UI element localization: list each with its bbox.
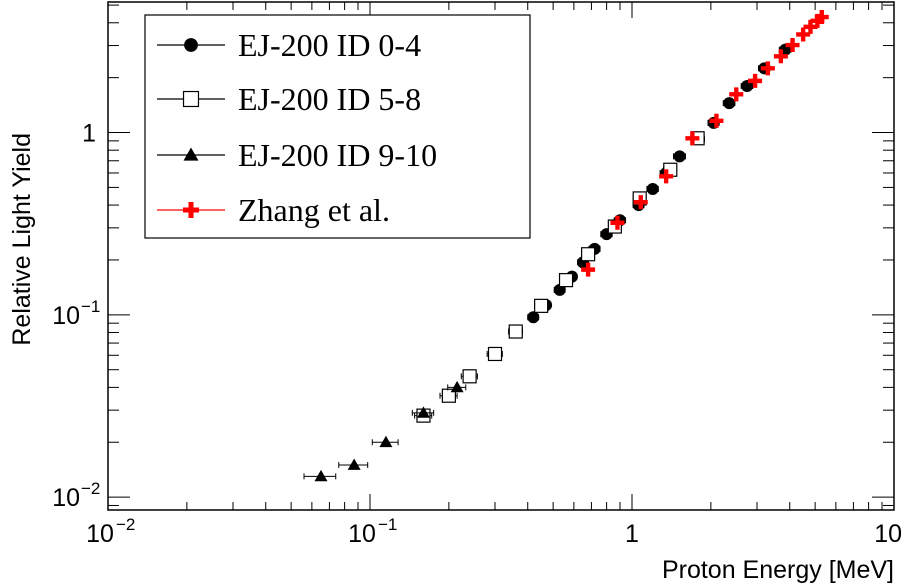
series-red-cross bbox=[581, 10, 829, 277]
x-tick-label: 10 bbox=[874, 520, 902, 548]
y-axis-title: Relative Light Yield bbox=[8, 133, 36, 346]
y-tick-label: 1 bbox=[82, 120, 96, 148]
x-tick-label-base: 1 bbox=[625, 520, 639, 548]
data-point bbox=[314, 469, 328, 482]
legend-label: Zhang et al. bbox=[238, 192, 390, 228]
data-point bbox=[416, 406, 430, 418]
data-point bbox=[462, 369, 477, 384]
legend-entry: EJ-200 ID 9-10 bbox=[157, 137, 437, 173]
data-point bbox=[441, 388, 456, 403]
data-point bbox=[508, 324, 523, 339]
y-tick-label-base: 1 bbox=[82, 120, 96, 148]
legend-label: EJ-200 ID 5-8 bbox=[238, 81, 421, 117]
data-point bbox=[785, 38, 800, 53]
data-point bbox=[379, 435, 393, 448]
data-point bbox=[558, 273, 574, 288]
x-tick-label: 10 −2 bbox=[86, 515, 135, 548]
data-point bbox=[803, 19, 818, 34]
x-tick-label: 10 −1 bbox=[348, 515, 397, 548]
data-point bbox=[709, 113, 724, 128]
legend-entry: EJ-200 ID 0-4 bbox=[157, 27, 421, 63]
data-point bbox=[814, 10, 829, 25]
data-point bbox=[685, 131, 700, 146]
data-point bbox=[773, 49, 788, 64]
legend-label: EJ-200 ID 0-4 bbox=[238, 27, 421, 63]
data-point bbox=[633, 195, 648, 210]
legend-entry: Zhang et al. bbox=[157, 192, 390, 228]
x-tick-label-exp: −1 bbox=[378, 515, 397, 534]
axis-ticks bbox=[107, 2, 895, 510]
x-tick-label-base: 10 bbox=[348, 520, 376, 548]
legend: EJ-200 ID 0-4 EJ-200 ID 5-8 EJ-200 ID 9-10… bbox=[144, 14, 531, 239]
x-tick-label-exp: −2 bbox=[116, 515, 135, 534]
y-tick-label-exp: −1 bbox=[81, 297, 100, 316]
y-tick-label-exp: −2 bbox=[81, 479, 100, 498]
x-axis-title: Proton Energy [MeV] bbox=[662, 556, 894, 584]
y-tick-label: 10 −1 bbox=[52, 297, 100, 330]
data-point bbox=[646, 183, 659, 196]
legend-marker bbox=[183, 147, 199, 161]
legend-marker bbox=[182, 90, 200, 108]
data-point bbox=[810, 13, 825, 28]
data-point bbox=[673, 150, 686, 163]
plot-frame bbox=[107, 1, 895, 511]
data-point bbox=[748, 73, 763, 88]
legend-entry: EJ-200 ID 5-8 bbox=[157, 81, 421, 117]
legend-marker bbox=[182, 201, 200, 219]
y-tick-label-base: 10 bbox=[52, 484, 80, 512]
legend-box bbox=[144, 14, 531, 239]
data-point bbox=[610, 215, 625, 230]
x-tick-label: 1 bbox=[625, 520, 639, 548]
data-points bbox=[303, 10, 829, 482]
data-point bbox=[723, 97, 736, 110]
data-point bbox=[450, 380, 464, 393]
data-point bbox=[760, 61, 775, 76]
y-tick-label-base: 10 bbox=[52, 302, 80, 330]
data-point bbox=[581, 262, 596, 277]
legend-marker bbox=[184, 38, 198, 52]
data-point bbox=[796, 27, 811, 42]
data-point bbox=[729, 87, 744, 102]
y-tick-label: 10 −2 bbox=[52, 479, 100, 512]
x-tick-label-base: 10 bbox=[86, 520, 114, 548]
data-point bbox=[527, 311, 540, 324]
legend-label: EJ-200 ID 9-10 bbox=[238, 137, 437, 173]
series-filled-triangle bbox=[303, 380, 467, 482]
data-point bbox=[534, 298, 549, 313]
data-point bbox=[581, 247, 596, 262]
data-point bbox=[347, 458, 361, 470]
x-tick-label-base: 10 bbox=[874, 520, 902, 548]
data-point bbox=[487, 346, 503, 362]
data-point bbox=[659, 169, 674, 184]
